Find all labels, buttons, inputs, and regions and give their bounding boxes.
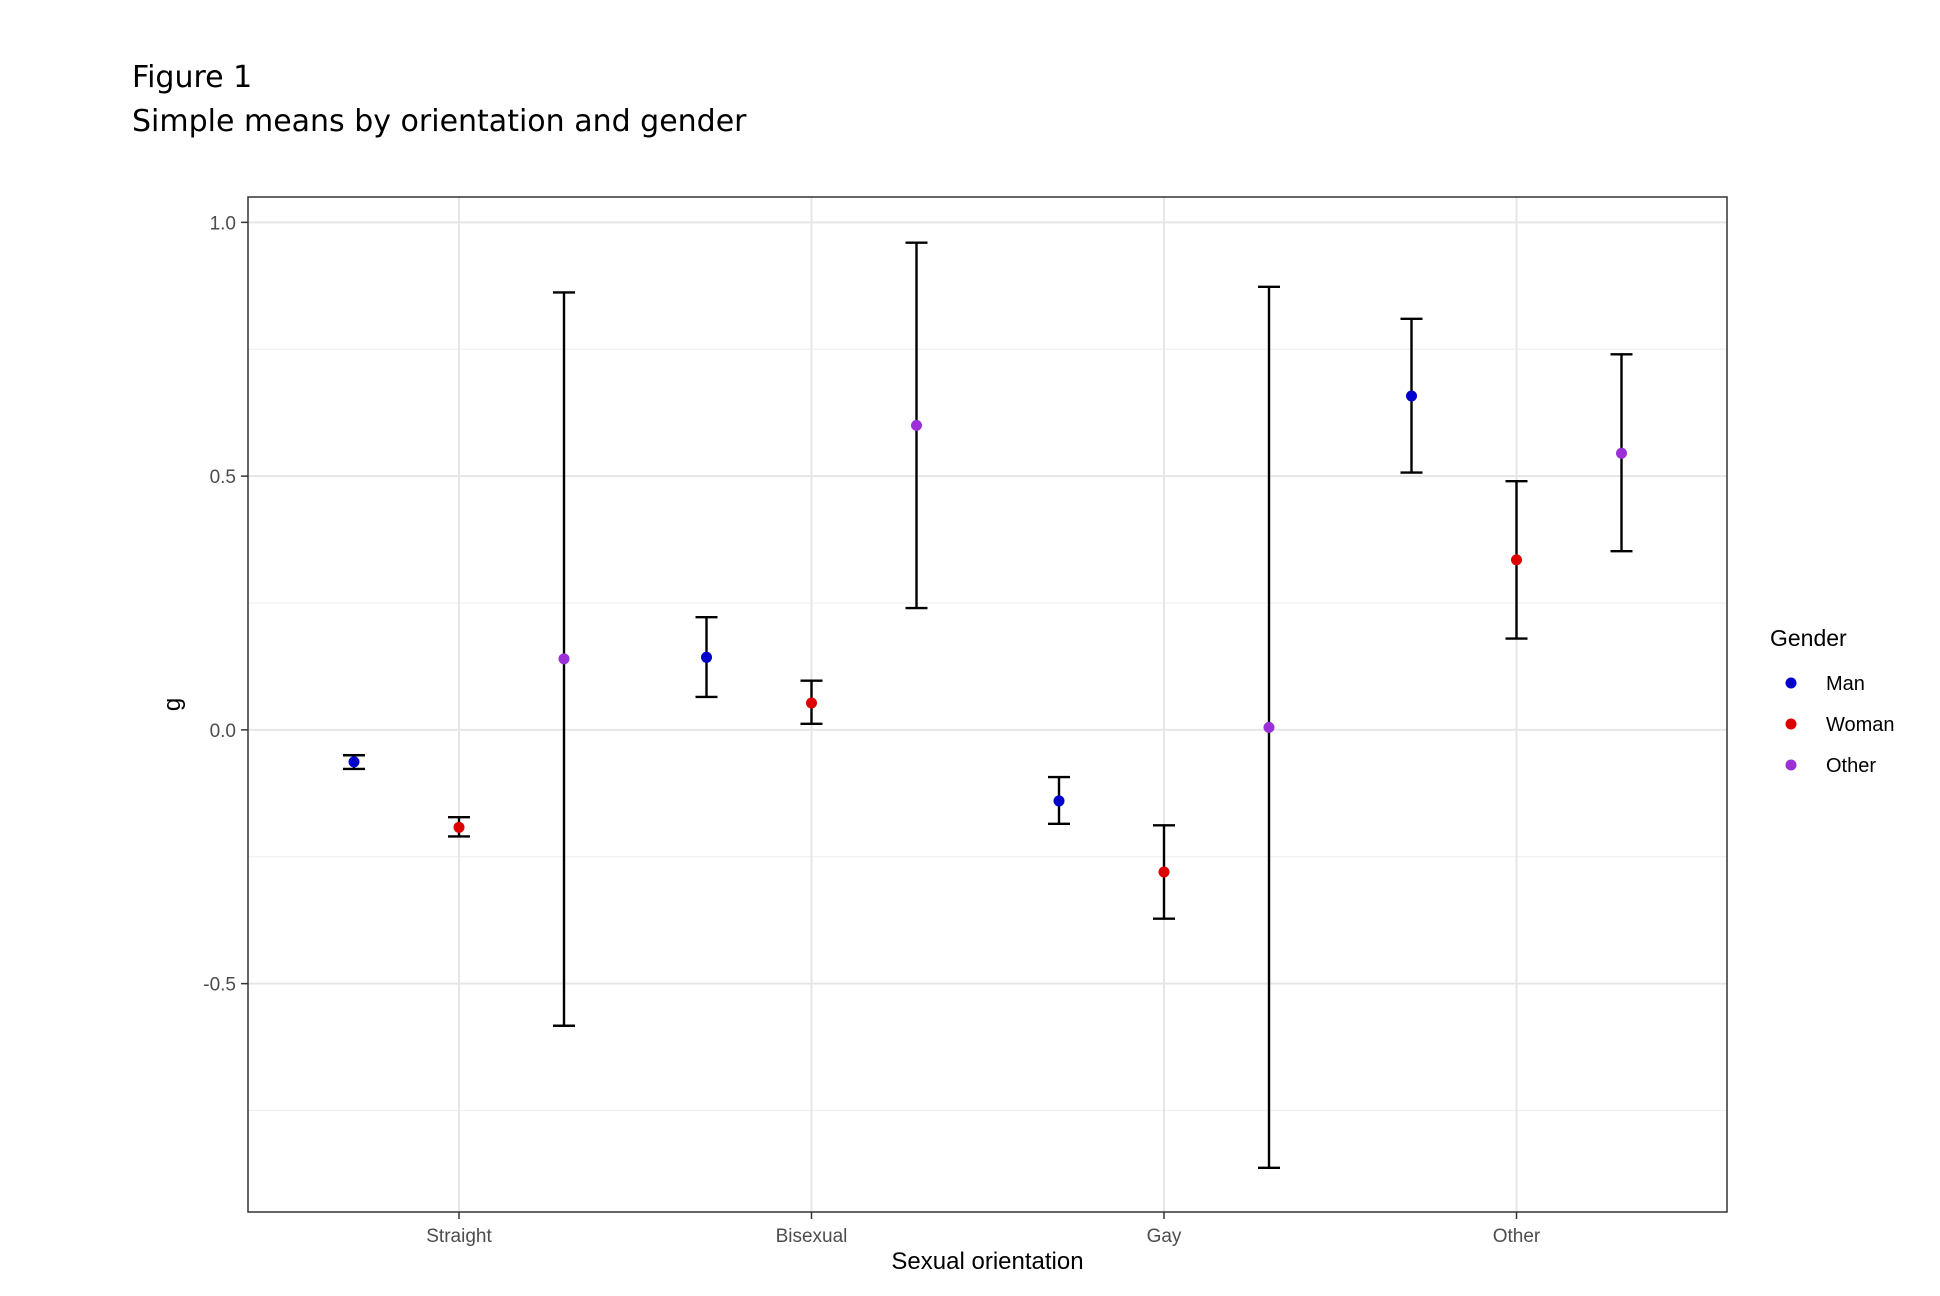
series-woman: [448, 480, 1528, 920]
legend-key: [1785, 759, 1797, 771]
series-man: [343, 317, 1423, 825]
grid-lines: [248, 197, 1727, 1212]
legend-item-man: Man: [1785, 673, 1865, 695]
legend-label: Other: [1826, 755, 1876, 777]
data-point: [558, 653, 570, 665]
x-axis-ticks: Straight Bisexual Gay Other: [426, 1212, 1541, 1247]
data-point: [1406, 390, 1417, 402]
figure-caption: Figure 1 Simple means by orientation and…: [132, 56, 747, 144]
y-tick-label: 1.0: [210, 213, 236, 234]
data-point: [1053, 795, 1065, 807]
y-tick-label: -0.5: [203, 975, 236, 996]
legend-key: [1785, 677, 1797, 689]
x-tick-label: Gay: [1147, 1226, 1182, 1247]
x-tick-label: Bisexual: [776, 1226, 848, 1247]
legend-label: Woman: [1826, 714, 1895, 736]
y-tick-label: 0.0: [210, 721, 236, 742]
figure-title: Simple means by orientation and gender: [132, 104, 747, 139]
legend-key: [1785, 718, 1797, 730]
figure-label: Figure 1: [132, 60, 253, 95]
data-point: [806, 697, 817, 709]
data-point: [1263, 721, 1275, 733]
y-tick-label: 0.5: [210, 467, 236, 488]
x-tick-label: Other: [1493, 1226, 1541, 1247]
data-point: [911, 419, 922, 431]
data-point: [1616, 447, 1627, 459]
legend-title: Gender: [1770, 625, 1847, 651]
series-other: [553, 241, 1633, 1170]
data-point: [701, 651, 712, 663]
legend-item-woman: Woman: [1785, 714, 1895, 736]
data-point: [348, 756, 360, 768]
x-tick-label: Straight: [426, 1226, 492, 1247]
data-point: [1511, 554, 1522, 566]
legend: Gender Man Woman Other: [1770, 625, 1895, 777]
x-axis-title: Sexual orientation: [891, 1248, 1083, 1275]
data-point: [453, 821, 465, 833]
plot-panel-border: [247, 196, 1728, 1213]
legend-item-other: Other: [1785, 755, 1876, 777]
y-axis-ticks: -0.5 0.0 0.5 1.0: [203, 213, 248, 996]
data-marks: [343, 241, 1633, 1170]
y-axis-title: g: [159, 698, 186, 711]
data-point: [1158, 866, 1170, 878]
legend-label: Man: [1826, 673, 1865, 695]
